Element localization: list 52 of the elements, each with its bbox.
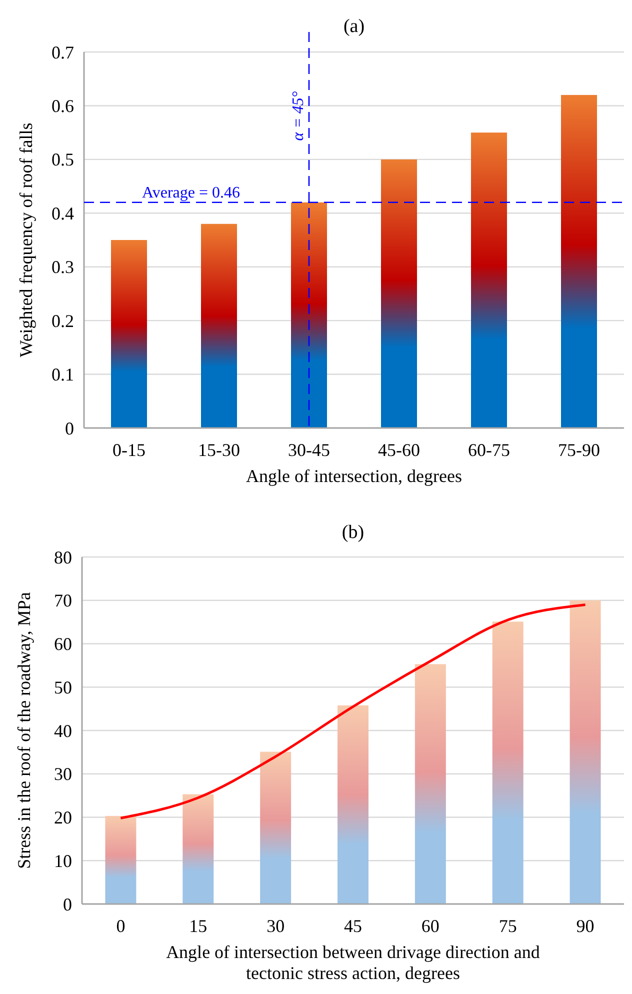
bar — [381, 159, 417, 428]
x-tick-label: 15 — [189, 916, 208, 936]
bar — [291, 202, 327, 428]
bar — [570, 600, 601, 904]
ref-line-label: α = 45° — [290, 90, 307, 141]
y-tick-label: 0.3 — [52, 257, 74, 278]
chart-title: (a) — [343, 16, 365, 37]
x-tick-label: 30-45 — [288, 440, 330, 460]
y-tick-label: 30 — [54, 764, 72, 784]
x-tick-label: 75 — [498, 916, 517, 936]
x-axis-title: Angle of intersection between drivage direction and tectonic stress action, degrees — [166, 942, 540, 983]
chart-title: (b) — [342, 522, 364, 543]
y-tick-label: 0.5 — [52, 150, 74, 170]
y-tick-label: 50 — [54, 677, 72, 698]
annotation: Average = 0.46 — [142, 184, 240, 202]
x-tick-label: 75-90 — [558, 440, 600, 460]
x-tick-label: 0-15 — [112, 440, 146, 460]
y-tick-label: 70 — [54, 590, 72, 611]
x-tick-label: 45 — [344, 916, 362, 936]
y-tick-label: 10 — [54, 850, 72, 871]
bar — [471, 132, 507, 428]
y-tick-label: 0.2 — [52, 310, 74, 331]
y-tick-label: 40 — [54, 720, 72, 741]
y-tick-label: 0 — [65, 418, 74, 438]
line-series — [119, 603, 587, 820]
x-axis-title: Angle of intersection, degrees — [246, 466, 462, 486]
y-tick-label: 0.6 — [52, 96, 74, 116]
x-tick-label: 90 — [576, 916, 594, 936]
x-tick-label: 60 — [421, 916, 440, 936]
bar — [561, 94, 597, 428]
x-tick-label: 60-75 — [468, 440, 510, 460]
y-tick-label: 0.1 — [52, 364, 74, 385]
bar — [338, 705, 368, 904]
bar — [182, 794, 214, 904]
x-tick-label: 0 — [116, 916, 126, 936]
bar — [492, 622, 524, 904]
y-tick-label: 0.7 — [52, 42, 74, 62]
x-tick-label: 45-60 — [378, 440, 420, 460]
bar — [414, 664, 446, 904]
y-axis-title: Weighted frequency of roof falls — [16, 122, 36, 358]
y-tick-label: 80 — [54, 547, 72, 568]
y-tick-label: 60 — [54, 634, 72, 654]
x-tick-label: 30 — [266, 916, 285, 936]
y-tick-label: 20 — [54, 808, 72, 828]
x-tick-label: 15-30 — [198, 440, 240, 460]
bar — [260, 752, 292, 904]
bar — [201, 224, 237, 428]
y-tick-label: 0 — [63, 894, 72, 914]
y-axis-title: Stress in the roof of the roadway, MPa — [14, 592, 34, 869]
bar — [111, 240, 147, 428]
bar — [105, 816, 136, 904]
y-tick-label: 0.4 — [52, 203, 74, 224]
